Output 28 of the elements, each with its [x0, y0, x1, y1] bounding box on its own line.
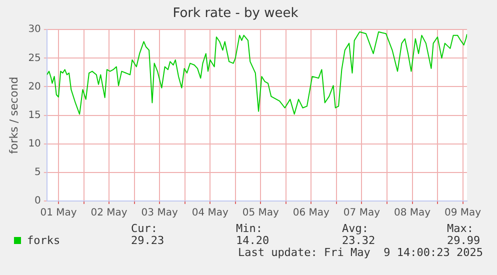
text: 23.32 — [342, 234, 376, 247]
x-tick-label: 05 May — [242, 208, 280, 219]
text: 29.23 — [131, 234, 164, 247]
legend-label: forks — [27, 234, 60, 247]
x-tick-label: 04 May — [192, 208, 228, 219]
text: Cur: — [131, 222, 158, 235]
x-tick-label: 07 May — [343, 208, 380, 219]
x-tick-label: 01 May — [40, 208, 77, 219]
x-tick-label: 06 May — [292, 208, 330, 219]
text: Max: — [447, 222, 474, 235]
x-tick-label: 09 May — [444, 208, 482, 219]
x-tick-label: 03 May — [141, 208, 178, 219]
text: 14.20 — [236, 234, 270, 247]
y-tick-label: 20 — [28, 81, 41, 92]
y-tick-label: 5 — [34, 167, 41, 178]
y-axis-title: forks / second — [7, 76, 20, 154]
y-tick-label: 10 — [28, 138, 41, 150]
text: 29.99 — [447, 234, 480, 247]
x-tick-label: 02 May — [90, 208, 128, 219]
text: Avg: — [342, 222, 368, 235]
text: Last update: Fri May 9 14:00:23 2025 — [238, 246, 483, 259]
y-tick-label: 15 — [28, 110, 41, 121]
y-tick-label: 25 — [28, 52, 41, 64]
text: Min: — [236, 222, 262, 235]
chart-title: Fork rate - by week — [172, 6, 299, 22]
y-tick-label: 0 — [34, 196, 41, 207]
x-tick-label: 08 May — [394, 208, 431, 219]
y-tick-label: 30 — [28, 24, 41, 36]
